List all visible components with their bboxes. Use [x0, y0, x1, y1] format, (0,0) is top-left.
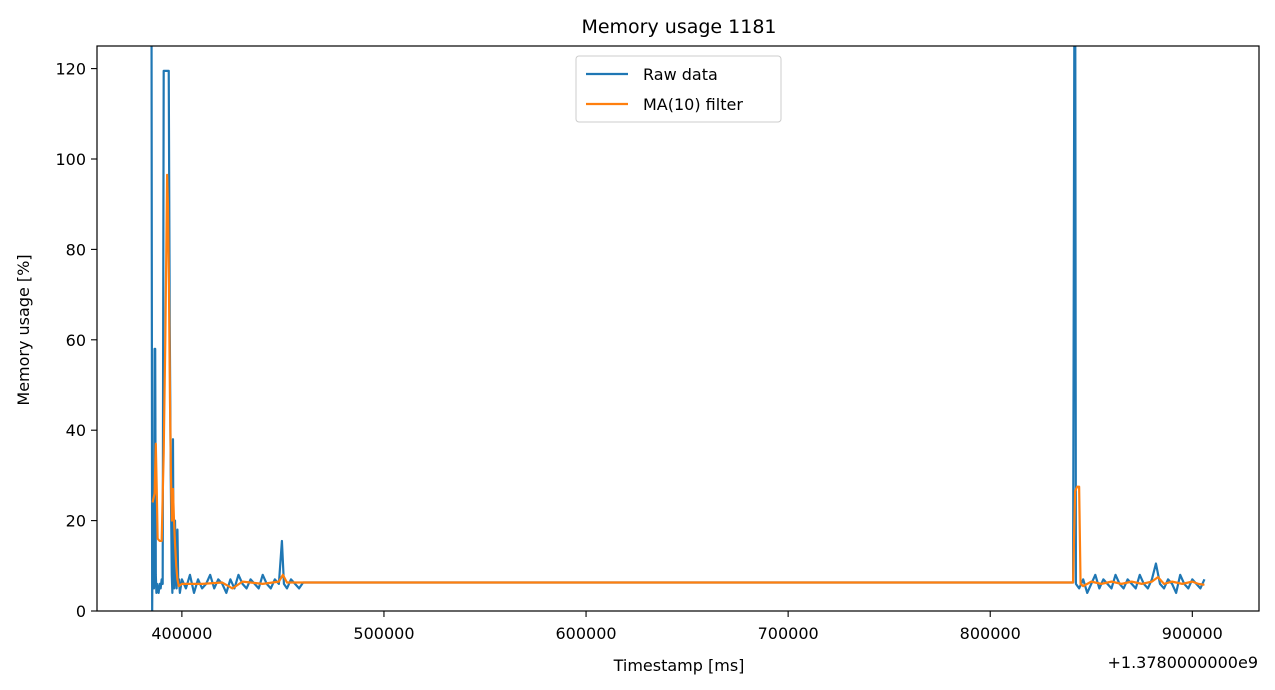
chart-title: Memory usage 1181	[581, 16, 776, 38]
series-line-ma-filter	[151, 173, 1205, 590]
legend-label-raw-data: Raw data	[643, 65, 718, 84]
y-tick-label: 100	[55, 150, 86, 169]
x-tick-label: 400000	[151, 624, 212, 643]
legend-box	[575, 55, 782, 123]
axes: 400000 500000 600000 700000 800000 900000 0 20 4…	[55, 45, 1260, 643]
plot-area	[150, 46, 1206, 611]
y-tick-label: 80	[66, 240, 86, 259]
y-tick-label: 20	[66, 512, 86, 531]
legend: Raw data MA(10) filter	[575, 55, 782, 123]
legend-label-ma-filter: MA(10) filter	[643, 95, 743, 114]
plot-frame	[96, 45, 1260, 612]
y-tick-label: 40	[66, 421, 86, 440]
x-tick-label: 900000	[1162, 624, 1223, 643]
y-tick-label: 0	[76, 602, 86, 621]
x-tick-label: 600000	[556, 624, 617, 643]
y-tick-label: 60	[66, 331, 86, 350]
x-axis-offset-label: +1.3780000000e9	[1108, 653, 1259, 672]
y-axis-label: Memory usage [%]	[14, 254, 33, 405]
x-tick-label: 700000	[758, 624, 819, 643]
y-tick-label: 120	[55, 60, 86, 79]
x-axis-label: Timestamp [ms]	[613, 656, 745, 675]
x-tick-label: 500000	[353, 624, 414, 643]
series-line-raw-data	[150, 46, 1206, 611]
x-tick-label: 800000	[960, 624, 1021, 643]
